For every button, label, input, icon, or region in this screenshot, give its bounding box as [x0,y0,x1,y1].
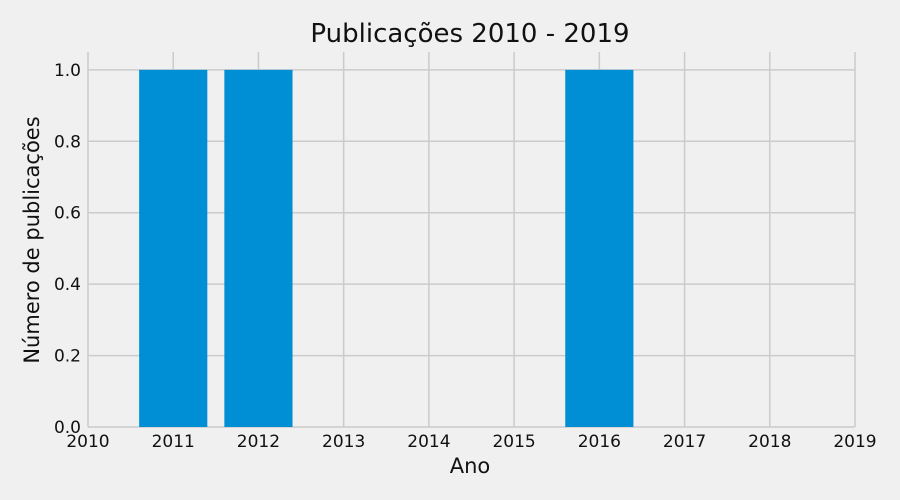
y-tick-label: 0.2 [54,347,81,367]
x-tick-labels: 2010 2011 2012 2013 2014 2015 2016 2017 2018 2019 [66,432,876,452]
y-axis-label: Número de publicações [20,116,44,363]
bar-2011 [139,69,208,427]
bar-2012 [224,69,293,427]
x-axis-label: Ano [450,454,491,478]
x-tick-label: 2014 [407,432,450,452]
x-tick-label: 2017 [663,432,706,452]
bar-2016 [565,69,634,427]
x-tick-label: 2011 [152,432,195,452]
x-tick-label: 2013 [322,432,365,452]
y-gridlines [88,69,855,428]
x-tick-label: 2016 [578,432,621,452]
chart-title: Publicações 2010 - 2019 [310,19,629,49]
y-tick-label: 0.0 [54,418,81,438]
y-tick-label: 0.8 [54,132,81,152]
y-tick-labels: 0.0 0.2 0.4 0.6 0.8 1.0 [54,61,81,438]
y-tick-label: 1.0 [54,61,81,81]
bars [139,69,634,427]
x-tick-label: 2019 [833,432,876,452]
x-tick-label: 2018 [748,432,791,452]
x-tick-label: 2012 [237,432,280,452]
x-tick-label: 2010 [66,432,109,452]
y-tick-label: 0.6 [54,204,81,224]
x-tick-label: 2015 [492,432,535,452]
y-tick-label: 0.4 [54,275,81,295]
